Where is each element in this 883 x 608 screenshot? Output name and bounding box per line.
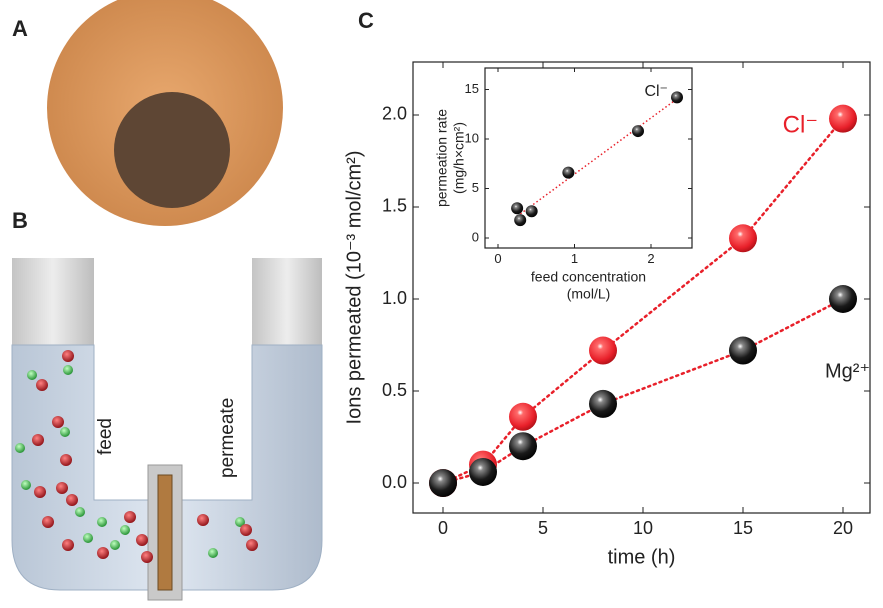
panel-label: C [358,8,374,33]
data-point [671,91,684,104]
annotation: Cl⁻ [644,83,668,100]
y-tick-label: 0.5 [382,380,407,400]
x-axis-label: feed concentration [531,269,646,285]
data-point [509,402,537,431]
y-tick-label: 2.0 [382,104,407,124]
data-point [589,389,617,418]
x-tick-label: 20 [833,518,853,538]
y-tick-label: 15 [465,81,479,96]
x-tick-label: 0 [438,518,448,538]
data-point [729,224,757,253]
y-tick-label: 5 [472,180,479,195]
data-point [514,214,527,227]
plot-frame [412,61,871,514]
series-line [441,297,845,485]
y-tick-label: 0 [472,229,479,244]
feed-label: feed [95,418,116,455]
y-axis-label: permeation rate [434,109,450,207]
y-axis-label: (mg/h×cm²) [451,122,467,194]
x-tick-label: 5 [538,518,548,538]
data-point [509,432,537,461]
data-point [631,125,644,138]
x-tick-label: 1 [571,251,578,266]
x-tick-label: 15 [733,518,753,538]
data-point [562,166,575,179]
legend-label: Cl⁻ [783,111,818,138]
data-point [829,285,857,314]
data-point [829,104,857,133]
y-tick-label: 10 [465,130,479,145]
x-tick-label: 10 [633,518,653,538]
panel-label: B [12,208,28,233]
y-axis-label: Ions permeated (10⁻³ mol/cm²) [343,151,365,425]
x-axis-label: time (h) [608,546,676,568]
membrane-window [114,92,230,208]
plot-frame [484,67,693,249]
x-tick-label: 0 [494,251,501,266]
y-tick-label: 1.0 [382,288,407,308]
fit-line [516,98,678,217]
data-point [511,202,524,215]
x-axis-label: (mol/L) [567,286,611,302]
data-point [525,205,538,218]
data-point [729,336,757,365]
y-tick-label: 0.0 [382,472,407,492]
permeate-label: permeate [217,398,238,478]
y-tick-label: 1.5 [382,196,407,216]
data-point [589,336,617,365]
u-tube [11,258,323,601]
x-tick-label: 2 [647,251,654,266]
data-point [429,469,457,498]
legend-label: Mg²⁺ [825,360,870,382]
panel-label: A [12,16,28,41]
data-point [469,457,497,486]
ions [15,350,258,563]
